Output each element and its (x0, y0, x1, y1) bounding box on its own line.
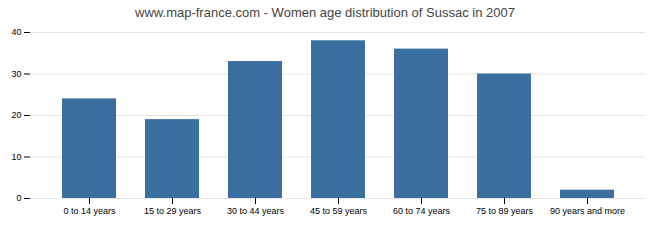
svg-text:30 to 44 years: 30 to 44 years (227, 206, 285, 216)
svg-text:40: 40 (11, 27, 21, 37)
svg-text:75 to 89 years: 75 to 89 years (476, 206, 534, 216)
svg-text:60 to 74 years: 60 to 74 years (393, 206, 451, 216)
svg-text:45 to 59 years: 45 to 59 years (310, 206, 368, 216)
svg-text:0 to 14 years: 0 to 14 years (63, 206, 116, 216)
svg-text:90 years and more: 90 years and more (550, 206, 625, 216)
html-text:www.map-france.com - Women age: www.map-france.com - Women age distribut… (135, 5, 515, 20)
svg-text:30: 30 (11, 69, 21, 79)
svg-text:0: 0 (16, 193, 21, 203)
svg-text:10: 10 (11, 152, 21, 162)
svg-text:15 to 29 years: 15 to 29 years (144, 206, 202, 216)
svg-text:20: 20 (11, 110, 21, 120)
